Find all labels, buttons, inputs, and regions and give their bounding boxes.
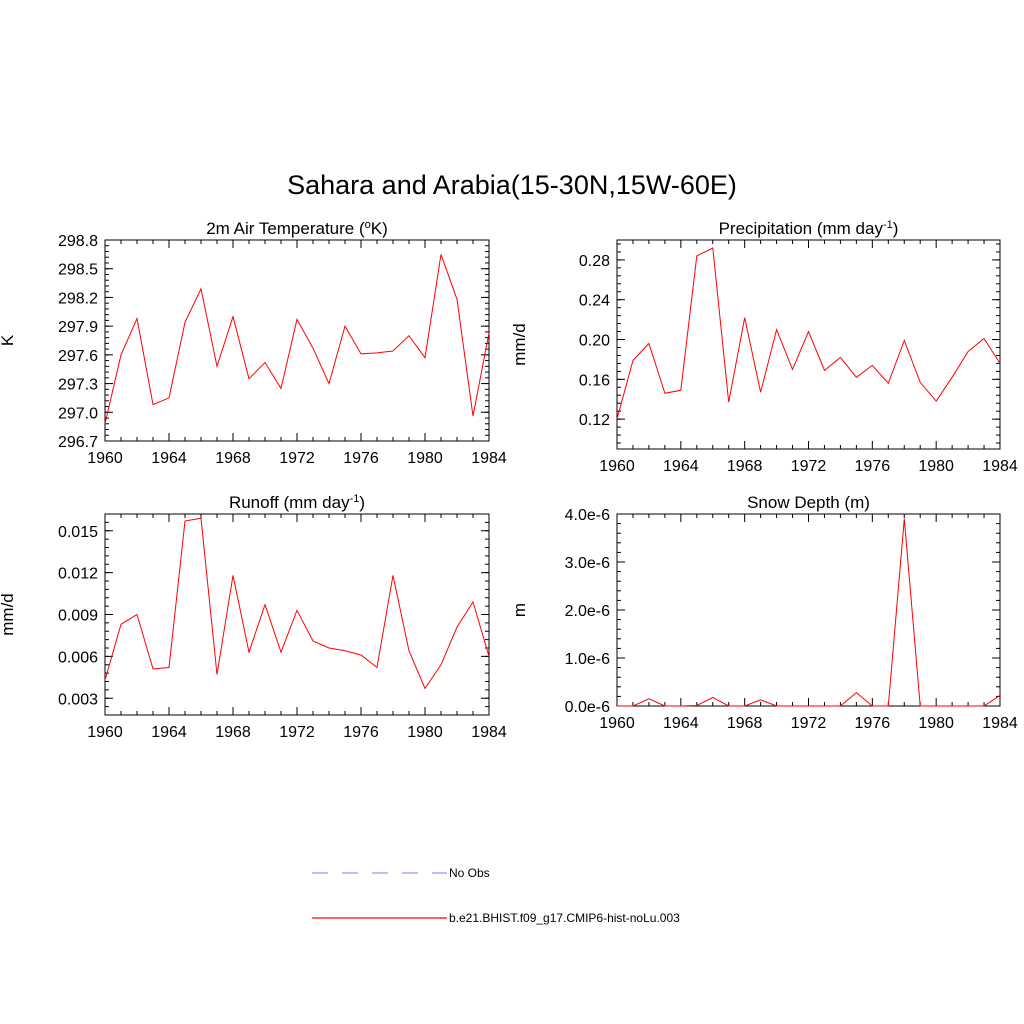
y-tick-label: 297.6 <box>58 348 98 365</box>
legend-obs-swatch <box>312 872 447 874</box>
y-tick-label: 297.9 <box>58 319 98 336</box>
x-tick-label: 1976 <box>343 724 379 741</box>
y-tick-label: 297.0 <box>58 405 98 422</box>
y-tick-label: 4.0e-6 <box>565 507 610 524</box>
series-line <box>616 247 1001 420</box>
x-tick-label: 1972 <box>791 458 827 475</box>
legend-model-swatch <box>312 917 447 919</box>
y-tick-label: 298.5 <box>58 262 98 279</box>
x-tick-label: 1964 <box>151 724 187 741</box>
x-tick-label: 1984 <box>982 458 1018 475</box>
figure-title: Sahara and Arabia(15-30N,15W-60E) <box>287 170 737 200</box>
y-tick-label: 0.0e-6 <box>565 699 610 716</box>
x-tick-label: 1976 <box>855 715 891 732</box>
y-tick-label: 2.0e-6 <box>565 603 610 620</box>
y-tick-label: 1.0e-6 <box>565 651 610 668</box>
y-tick-label: 297.3 <box>58 377 98 394</box>
y-tick-label: 3.0e-6 <box>565 555 610 572</box>
x-tick-label: 1972 <box>279 724 315 741</box>
x-tick-label: 1972 <box>279 450 315 467</box>
panel-frame <box>616 239 1001 450</box>
x-tick-label: 1960 <box>599 715 635 732</box>
x-tick-label: 1964 <box>663 715 699 732</box>
y-tick-label: 298.2 <box>58 290 98 307</box>
x-tick-label: 1980 <box>918 458 954 475</box>
legend-obs-label: No Obs <box>449 866 490 880</box>
x-tick-label: 1964 <box>151 450 187 467</box>
x-tick-label: 1960 <box>599 458 635 475</box>
panel-4: 1960 1964 1968 1972 1976 1980 1984 0.0e-6 1.0e-6… <box>510 493 1018 732</box>
y-tick-label: 0.012 <box>58 566 98 583</box>
y-tick-label: 0.003 <box>58 691 98 708</box>
series-line <box>104 517 490 690</box>
y-tick-label: 0.28 <box>579 253 610 270</box>
y-tick-label: 0.015 <box>58 524 98 541</box>
y-tick-label: 298.8 <box>58 233 98 250</box>
legend-model-label: b.e21.BHIST.f09_g17.CMIP6-hist-noLu.003 <box>449 911 680 925</box>
panel-title: Runoff (mm day-1) <box>229 493 365 512</box>
x-tick-label: 1968 <box>215 724 251 741</box>
y-tick-label: 0.12 <box>579 412 610 429</box>
x-tick-label: 1980 <box>407 724 443 741</box>
panel-frame <box>104 513 490 716</box>
x-tick-label: 1984 <box>471 724 507 741</box>
y-tick-label: 0.006 <box>58 649 98 666</box>
y-tick-label: 0.20 <box>579 333 610 350</box>
x-tick-label: 1968 <box>727 715 763 732</box>
x-tick-label: 1964 <box>663 458 699 475</box>
y-tick-label: 0.16 <box>579 372 610 389</box>
y-tick-label: 0.24 <box>579 293 610 310</box>
x-tick-label: 1968 <box>215 450 251 467</box>
panel-title: 2m Air Temperature (oK) <box>206 219 388 238</box>
panel-frame <box>616 513 1001 707</box>
x-tick-label: 1972 <box>791 715 827 732</box>
x-tick-label: 1976 <box>343 450 379 467</box>
y-tick-label: 296.7 <box>58 434 98 451</box>
x-tick-label: 1984 <box>982 715 1018 732</box>
x-tick-label: 1976 <box>855 458 891 475</box>
panel-title: Snow Depth (m) <box>747 493 870 512</box>
x-tick-label: 1960 <box>87 724 123 741</box>
x-tick-label: 1968 <box>727 458 763 475</box>
x-tick-label: 1960 <box>87 450 123 467</box>
panel-1: 1960 1964 1968 1972 1976 1980 1984 296.7 297.0 29… <box>0 219 507 467</box>
panel-2: 1960 1964 1968 1972 1976 1980 1984 0.12 0.16 0.20… <box>510 219 1018 475</box>
y-axis-label: m <box>510 603 529 617</box>
x-tick-label: 1984 <box>471 450 507 467</box>
y-axis-label: K <box>0 334 17 346</box>
y-axis-label: mm/d <box>510 323 529 366</box>
panel-title: Precipitation (mm day-1) <box>719 219 899 238</box>
panel-frame <box>104 239 490 442</box>
x-tick-label: 1980 <box>407 450 443 467</box>
series-line <box>104 254 490 424</box>
y-tick-label: 0.009 <box>58 608 98 625</box>
series-line <box>617 518 1001 707</box>
x-tick-label: 1980 <box>918 715 954 732</box>
y-axis-label: mm/d <box>0 593 17 636</box>
panel-3: 1960 1964 1968 1972 1976 1980 1984 0.003 0.006 0.… <box>0 493 507 741</box>
